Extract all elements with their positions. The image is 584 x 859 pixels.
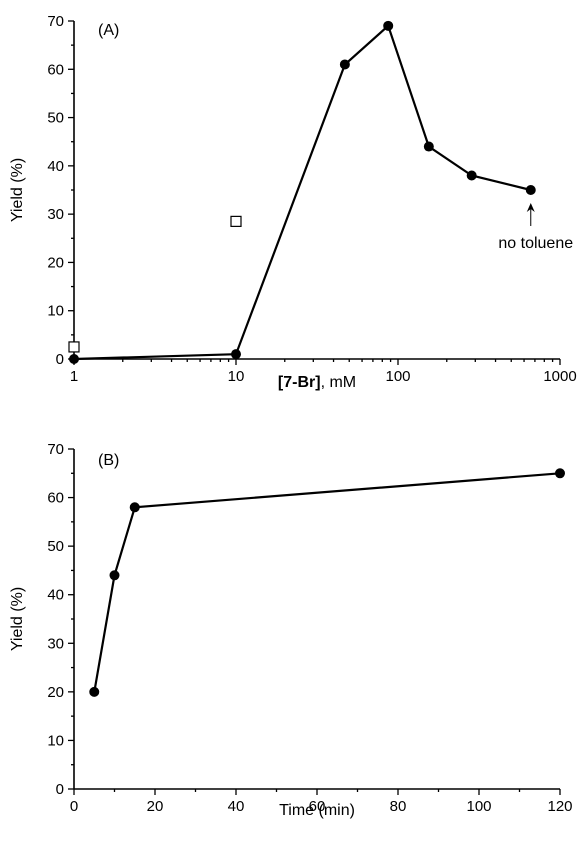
x-tick-label: 80 [390,798,407,815]
y-tick-label: 60 [47,61,64,78]
y-tick-label: 30 [47,635,64,652]
data-point [423,141,434,152]
y-tick-label: 60 [47,490,64,507]
series-line [93,472,561,693]
panel-label: (A) [98,22,119,39]
y-tick-label: 70 [47,441,64,458]
panel-label: (B) [98,452,119,469]
x-axis-label: [7-Br], mM [278,374,356,391]
y-tick-label: 10 [47,303,64,320]
x-tick-label: 1000 [543,368,576,385]
x-tick-label: 60 [309,798,326,815]
data-point [339,59,350,70]
x-tick-label: 0 [70,798,78,815]
x-axis-label-bold: [7-Br] [278,374,321,391]
data-point [89,686,100,697]
data-point [383,20,394,31]
data-point [466,170,477,181]
panel-b-chart: 0 10 20 30 40 50 60 70 0 20 40 60 80 100 120 Yield (%) T… [9,441,573,819]
annotation-arrow-head [526,203,535,212]
y-axis-label: Yield (%) [9,158,26,222]
y-tick-label: 30 [47,206,64,223]
x-tick-label: 1 [70,368,78,385]
x-tick-label: 10 [228,368,245,385]
y-tick-label: 40 [47,158,64,175]
y-axis-label: Yield (%) [9,587,26,651]
y-tick-label: 50 [47,110,64,127]
data-point [525,185,536,195]
y-tick-label: 50 [47,538,64,555]
y-tick-label: 0 [56,781,64,798]
y-tick-label: 40 [47,587,64,604]
series-line [73,23,532,361]
y-tick-label: 20 [47,254,64,271]
y-tick-label: 0 [56,351,64,368]
y-tick-label: 10 [47,732,64,749]
x-axis-label: Time (min) [279,802,355,819]
x-axis-label-rest: , mM [321,374,357,391]
x-tick-label: 40 [228,798,245,815]
x-tick-label: 100 [466,798,491,815]
data-point-square [230,215,242,227]
data-point [109,570,120,581]
y-tick-label: 20 [47,684,64,701]
data-point [129,502,140,513]
panel-a-chart: 0 10 20 30 40 50 60 70 1 10 100 1000 Yield (%) [7-Br]… [9,13,577,391]
data-point [231,349,241,360]
data-point [555,468,565,479]
x-tick-label: 20 [147,798,164,815]
data-point [69,354,79,364]
annotation-label: no toluene [498,235,573,252]
x-tick-label: 100 [385,368,410,385]
x-tick-label: 120 [547,798,572,815]
y-tick-label: 70 [47,13,64,30]
data-point-square [68,341,80,353]
